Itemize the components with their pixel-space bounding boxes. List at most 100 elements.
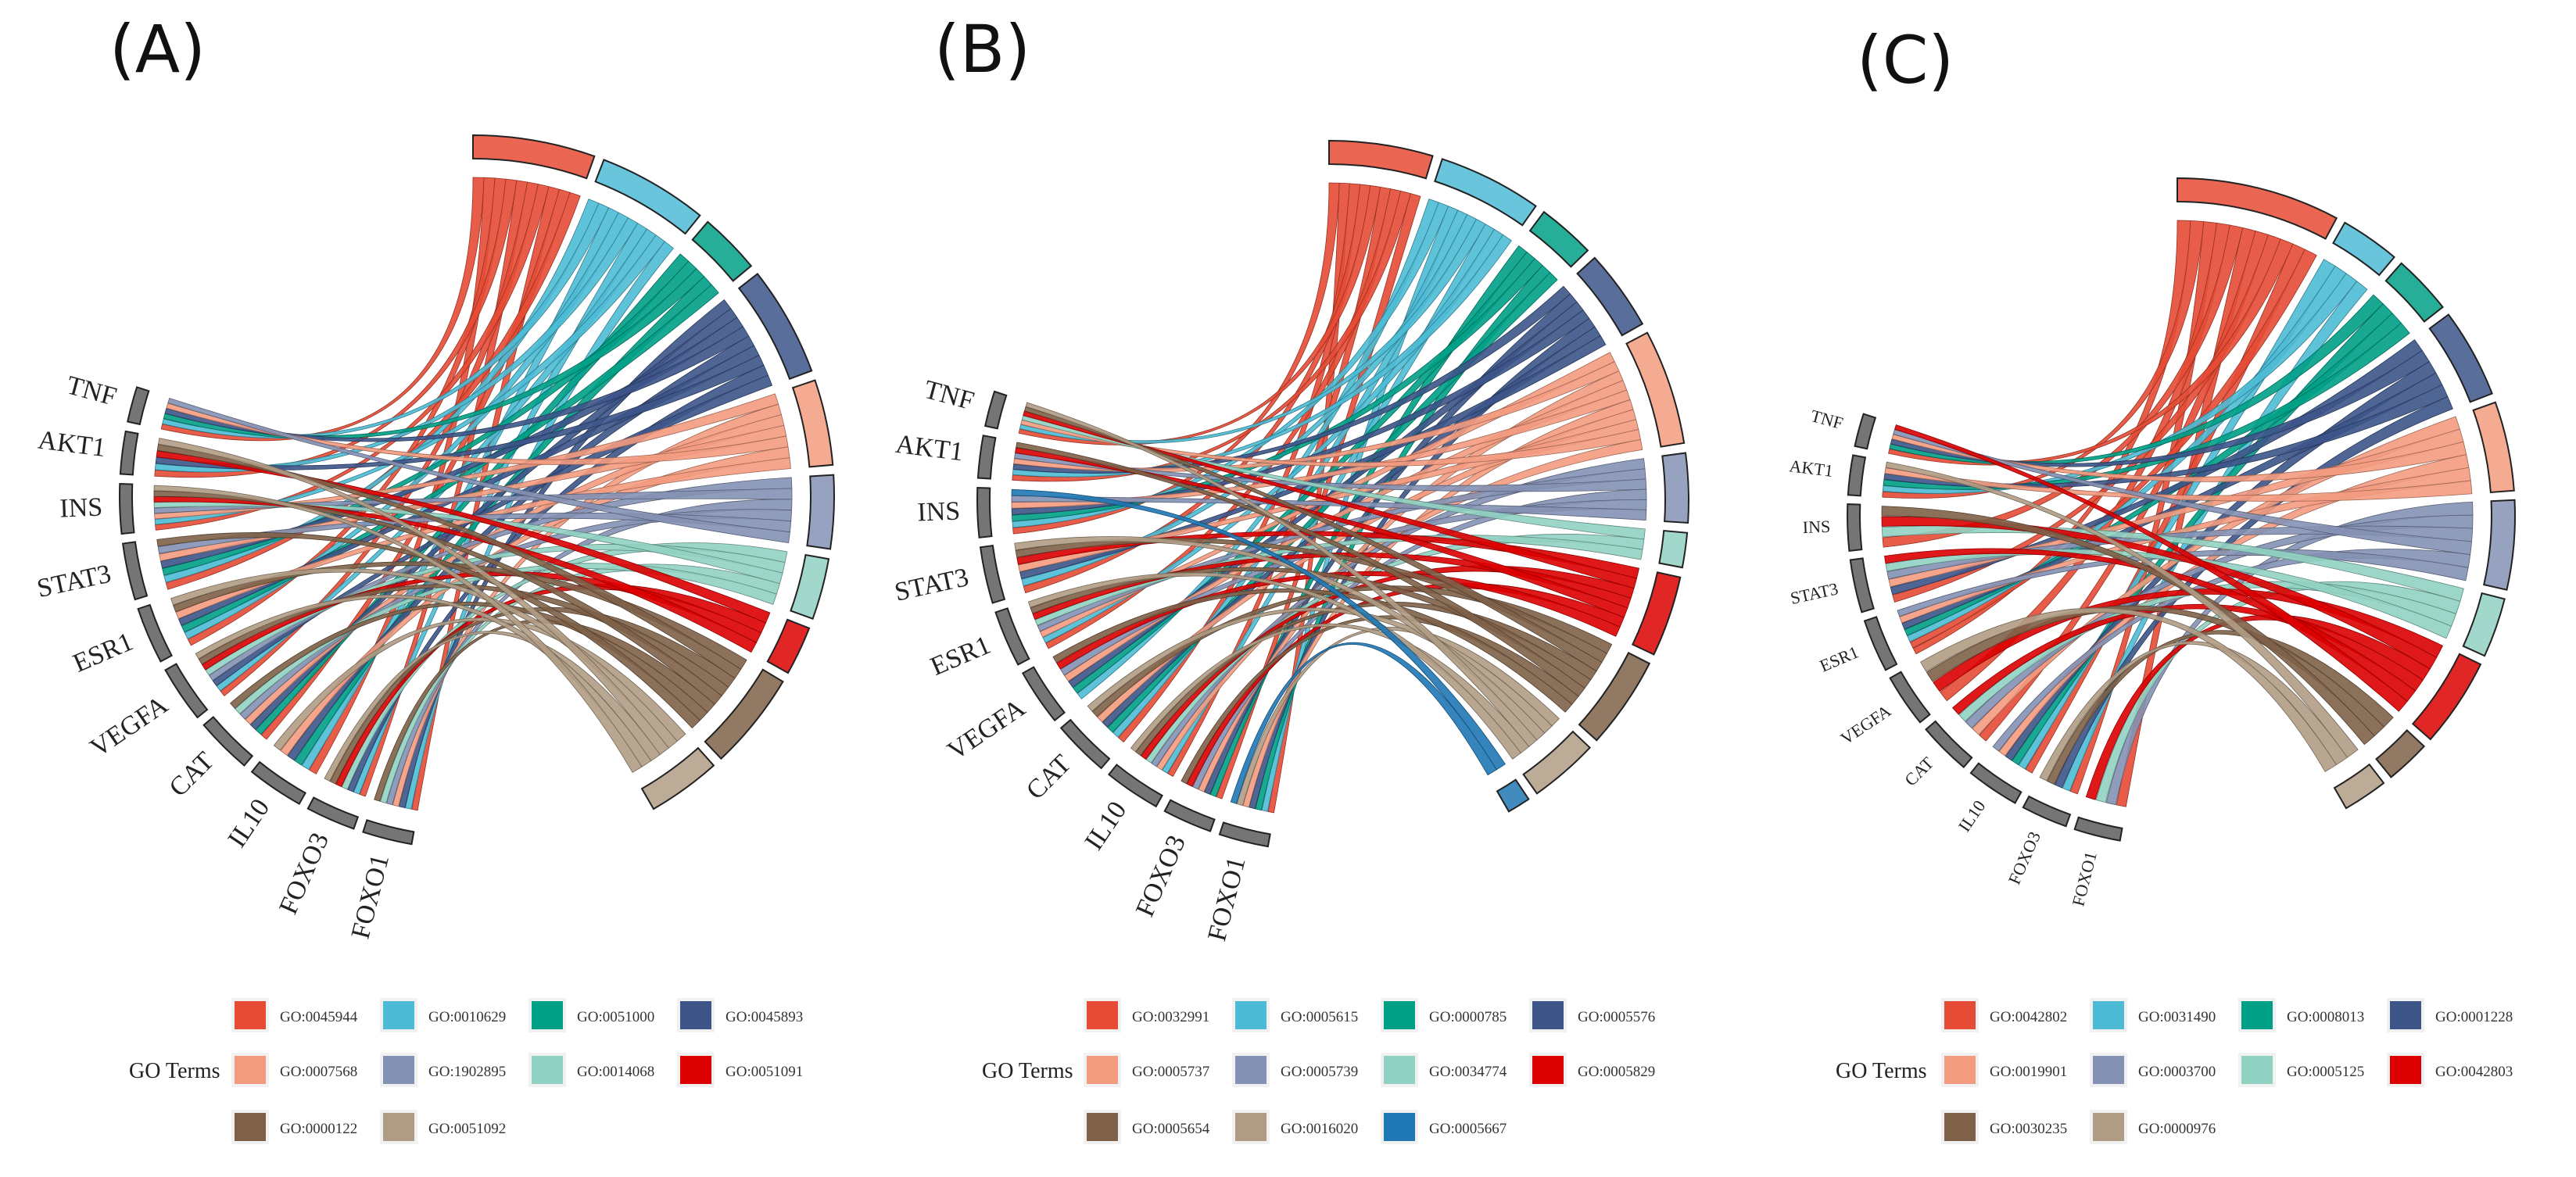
ribbon-GO:0016020-ESR1 [1027,572,1521,760]
ribbon-GO:0005125-STAT3 [1885,549,2452,639]
legend-label-GO:0003700: GO:0003700 [2138,1064,2216,1080]
legend-label-GO:0010629: GO:0010629 [428,1009,506,1025]
term-arc-GO:0000976 [2333,763,2385,810]
ribbon-GO:0008013-AKT1 [1883,322,2410,490]
term-arc-GO:0051091 [766,618,811,674]
gene-arc-STAT3 [979,545,1006,604]
term-arc-GO:0005654 [1578,652,1651,742]
gene-arc-FOXO3 [1163,799,1216,832]
legend-swatch-GO:0005829 [1532,1056,1564,1084]
legend-swatch-GO:0005737 [1087,1056,1118,1084]
legend-swatch-GO:0003700 [2093,1056,2124,1084]
legend-label-GO:0000976: GO:0000976 [2138,1121,2216,1137]
legend-swatch-GO:0051091 [680,1056,711,1084]
legend-label-GO:0001228: GO:0001228 [2435,1009,2513,1025]
ribbon-GO:0030235-INS [1881,506,2375,746]
gene-arc-AKT1 [1847,454,1867,497]
legend-label-GO:0005125: GO:0005125 [2287,1064,2364,1080]
gene-arc-INS [119,482,135,535]
ribbon-GO:0005576-AKT1 [1012,285,1571,474]
legend-swatch-GO:0016020 [1235,1113,1267,1141]
ribbon-GO:0000785-INS [1012,258,1543,522]
legend-label-GO:0032991: GO:0032991 [1132,1009,1209,1025]
legend-label-GO:0051091: GO:0051091 [726,1064,803,1080]
gene-arc-ESR1 [137,603,173,663]
ribbon-GO:0005737-AKT1 [1013,361,1620,472]
legend-label-GO:0051092: GO:0051092 [428,1121,506,1137]
legend: GO Terms GO:0042802 GO:0031490 GO:0008013 GO… [1836,998,2513,1144]
ribbon-GO:0005737-IL10 [1156,438,1643,771]
ribbon-GO:0005829-AKT1 [1015,447,1628,618]
legend: GO Terms GO:0032991 GO:0005615 GO:0000785 GO… [982,998,1655,1144]
ribbon-GO:0005737-INS [1011,389,1631,509]
ribbon-GO:0005737-TNF [1020,420,1641,467]
gene-label-VEGFA: VEGFA [85,690,174,763]
legend-label-GO:0031490: GO:0031490 [2138,1009,2216,1025]
gene-label-FOXO3: FOXO3 [274,828,335,918]
gene-arc-ESR1 [1863,616,1898,671]
gene-arc-CAT [202,715,254,767]
term-arc-GO:0005125 [2462,592,2506,657]
gene-arc-AKT1 [119,430,139,476]
gene-arc-FOXO3 [2022,795,2072,828]
gene-label-STAT3: STAT3 [892,563,971,607]
term-arc-GO:0005615 [1434,158,1537,227]
legend-swatch-GO:0042803 [2390,1056,2421,1084]
term-arc-GO:0014068 [790,553,830,620]
legend-swatch-GO:0010629 [383,1001,414,1029]
ribbon-GO:0051091-INS [153,496,758,653]
ribbon-GO:0005615-INS [1012,202,1449,528]
ribbon-GO:0032991-AKT1 [1012,190,1411,482]
ribbon-GO:0045944-AKT1 [154,178,518,478]
gene-label-TNF: TNF [1809,406,1846,433]
gene-arc-TNF [983,390,1008,430]
gene-arc-INS [976,487,993,538]
ribbon-GO:0034774-TNF [1021,415,1646,540]
term-arc-GO:0005739 [1661,452,1690,524]
ribbons [153,177,793,811]
gene-arc-IL10 [1107,764,1163,808]
gene-arc-ESR1 [994,607,1030,666]
gene-label-CAT: CAT [163,746,220,803]
gene-arc-VEGFA [1021,666,1066,722]
ribbon-GO:0045893-TNF [164,326,750,442]
legend-swatch-GO:0005576 [1532,1001,1564,1029]
term-arc-GO:0005667 [1496,778,1530,813]
legend-swatch-GO:0000122 [235,1113,266,1141]
ribbon-GO:0005654-TNF [1023,406,1603,672]
panel-label: (C) [1857,22,1954,98]
term-arc-GO:0051000 [691,220,753,282]
legend-swatch-GO:0045893 [680,1001,711,1029]
legend-label-GO:0014068: GO:0014068 [577,1064,654,1080]
ribbons [1881,220,2474,807]
gene-label-CAT: CAT [1021,749,1077,806]
gene-arc-STAT3 [121,541,149,601]
gene-label-FOXO3: FOXO3 [2005,828,2044,887]
term-arc-GO:0051092 [640,746,715,810]
ribbon-GO:0001228-AKT1 [1883,384,2449,488]
gene-arc-FOXO1 [362,819,415,846]
term-arc-GO:0031490 [2332,221,2395,277]
term-arc-GO:0007568 [791,379,834,468]
legend-swatch-GO:0051092 [383,1113,414,1141]
term-arc-GO:0045893 [737,272,813,381]
term-arc-GO:0042803 [2411,653,2482,741]
legend-label-GO:0005829: GO:0005829 [1578,1064,1655,1080]
legend-label-GO:0005615: GO:0005615 [1281,1009,1358,1025]
gene-label-IL10: IL10 [1080,796,1133,855]
term-arc-GO:0005737 [1625,331,1686,448]
gene-label-TNF: TNF [63,370,120,411]
ribbon-GO:0003700-TNF [1893,429,2473,556]
term-arc-GO:0030235 [2375,729,2426,778]
gene-label-FOXO1: FOXO1 [346,852,396,942]
gene-label-IL10: IL10 [223,794,276,853]
legend-label-GO:1902895: GO:1902895 [428,1064,506,1080]
ribbon-GO:0005615-AKT1 [1012,234,1513,478]
ribbon-GO:0005576-STAT3 [1019,334,1607,580]
legend-label-GO:0045893: GO:0045893 [726,1009,803,1025]
legend-label-GO:0042803: GO:0042803 [2435,1064,2513,1080]
legend-swatch-GO:0005739 [1235,1056,1267,1084]
legend-label-GO:0051000: GO:0051000 [577,1009,654,1025]
legend-title: GO Terms [129,1059,220,1083]
